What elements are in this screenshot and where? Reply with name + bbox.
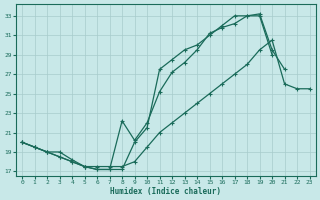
X-axis label: Humidex (Indice chaleur): Humidex (Indice chaleur) — [110, 187, 221, 196]
